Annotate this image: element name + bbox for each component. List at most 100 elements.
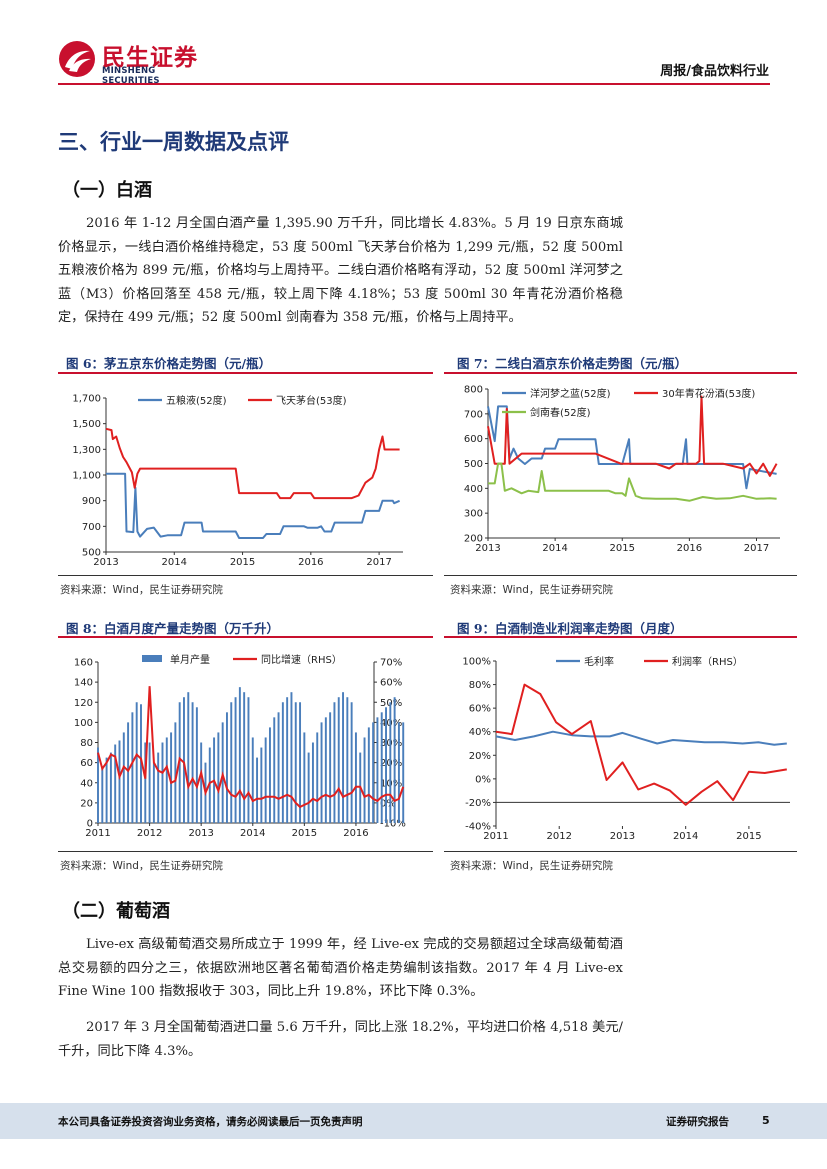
report-type: 周报/食品饮料行业 [660,64,769,79]
fig6-x-tick-label: 2015 [230,557,255,568]
fig8-y2-tick-label: 0% [380,798,396,809]
fig8-bar [333,702,336,823]
fig8-y-tick-label: 120 [74,698,93,709]
fig9-source: 资料来源：Wind，民生证券研究院 [450,860,613,872]
fig8-y-tick-label: 140 [74,678,93,689]
fig9-plot: -40% -20% 0% 20% 40% 60% 80% 100% 2011 2012 2013 20… [462,655,790,842]
fig8-bar [225,712,228,823]
fig8-y2-tick-label: -10% [380,819,406,830]
fig8-bar [174,722,177,823]
fig8-top-rule [58,636,433,638]
fig8-bar [350,702,353,823]
fig8-bar [230,702,233,823]
fig7-legend-label: 洋河梦之蓝(52度) [530,387,611,400]
fig8-bar [307,752,310,823]
fig6-x-tick-label: 2013 [93,557,118,568]
fig8-bar [195,707,198,823]
fig6-source: 资料来源：Wind，民生证券研究院 [60,584,223,596]
fig8-bar [268,727,271,823]
fig8-bar [97,747,99,823]
fig8-source: 资料来源：Wind，民生证券研究院 [60,860,223,872]
fig6-x-tick-label: 2014 [162,557,187,568]
fig8-y-tick-label: 60 [80,758,93,769]
fig8-bar [251,737,254,823]
fig9-legend-label: 毛利率 [584,655,614,668]
fig6-title: 图 6：茅五京东价格走势图（元/瓶） [66,356,272,371]
fig8-bar [367,727,370,823]
footer-bar [0,1103,827,1139]
fig8-bar [234,697,237,823]
fig8-bar [320,722,323,823]
fig8-x-tick-label: 2015 [292,828,317,839]
fig8-legend-label: 同比增速（RHS） [261,653,342,666]
fig9-top-rule [444,636,797,638]
fig8-x-tick-label: 2011 [85,828,110,839]
fig7-bottom-rule [444,575,797,576]
fig8-bar [316,732,319,823]
fig8-bar [363,737,366,823]
fig6-plot: 500 700 900 1,100 1,300 1,500 1,700 2013 2014 201… [72,394,403,568]
logo-chinese-name: 民生证券 [102,45,198,71]
fig7-y-tick-label: 500 [464,459,483,470]
fig8-legend-label: 单月产量 [170,653,210,666]
fig8-bar [311,742,314,823]
fig7-x-tick-label: 2013 [475,543,500,554]
baijiu-paragraph: 2016 年 1-12 月全国白酒产量 1,395.90 万千升，同比增长 4.… [58,216,623,325]
fig8-x-tick-label: 2014 [240,828,265,839]
fig6-chart: 500 700 900 1,100 1,300 1,500 1,700 2013 2014 201… [72,394,403,568]
fig9-y-tick-label: -40% [465,822,491,833]
fig8-bar [152,762,155,823]
fig6-y-tick-label: 1,100 [72,471,101,482]
fig8-bar [109,752,112,823]
fig7-source: 资料来源：Wind，民生证券研究院 [450,584,613,596]
fig6-series-line [106,472,400,539]
fig9-x-tick-label: 2014 [673,831,698,842]
fig7-series-line [487,395,778,477]
fig8-bar [170,732,173,823]
fig8-bar [385,707,387,823]
section-title: 三、行业一周数据及点评 [58,130,289,154]
fig8-bar [114,744,117,823]
company-logo: 民生证券 MINSHENG SECURITIES [58,38,208,86]
fig8-bar [397,722,400,823]
fig8-bar [299,702,302,823]
fig6-y-tick-label: 1,300 [72,445,101,456]
footer-report-label: 证券研究报告 [666,1116,729,1128]
fig9-y-tick-label: 100% [462,657,491,668]
logo-english-name: MINSHENG SECURITIES [102,66,160,86]
fig6-series-line [105,427,400,500]
fig7-x-tick-label: 2015 [610,543,635,554]
fig8-bar [277,712,280,823]
fig9-legend-label: 利润率（RHS） [672,655,743,668]
fig8-bar [101,767,104,823]
fig6-y-tick-label: 1,500 [72,419,101,430]
fig9-y-tick-label: 0% [475,774,491,785]
fig8-plot: 020406080100120140160-10%0%10%20%30%40%5… [74,653,406,839]
fig8-bar [303,732,306,823]
wine-paragraph-2: 2017 年 3 月全国葡萄酒进口量 5.6 万千升，同比上涨 18.2%，平均… [58,1020,623,1059]
fig8-chart: 020406080100120140160-10%0%10%20%30%40%5… [74,653,406,839]
fig6-legend-label: 五粮液(52度) [166,394,227,407]
fig8-bar [165,737,168,823]
fig9-y-tick-label: 80% [469,680,491,691]
fig8-bar [256,757,259,823]
fig7-y-tick-label: 700 [464,409,483,420]
fig8-x-tick-label: 2016 [343,828,368,839]
fig8-bar [157,752,160,823]
fig8-bar [264,737,267,823]
fig8-bar [243,692,246,823]
fig9-y-tick-label: 20% [469,751,491,762]
fig8-bar [200,742,203,823]
minsheng-logo-icon [59,41,95,77]
fig8-bar [191,702,194,823]
fig9-y-tick-label: -20% [465,798,491,809]
fig6-x-tick-label: 2016 [298,557,323,568]
fig8-bar [372,722,375,823]
header-divider [58,83,770,85]
fig8-bar [118,740,121,823]
fig8-bar [376,717,379,823]
fig7-y-tick-label: 400 [464,484,483,495]
fig8-bar [238,687,241,823]
fig8-bar [329,712,332,823]
fig8-bar [402,722,405,823]
